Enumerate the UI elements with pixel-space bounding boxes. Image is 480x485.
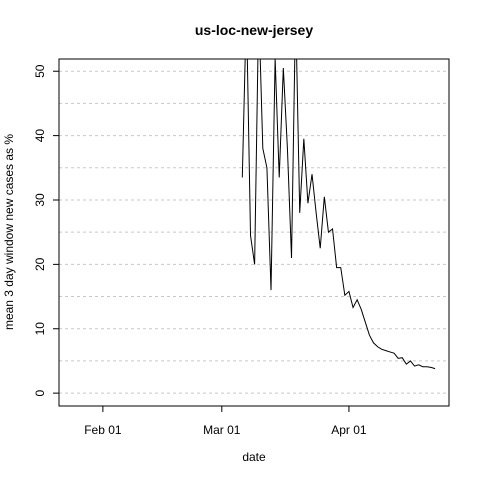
- y-tick-label: 10: [33, 322, 47, 336]
- plot-frame: [58, 58, 450, 407]
- y-tick-label: 40: [33, 129, 47, 143]
- x-tick-label: Mar 01: [203, 423, 241, 437]
- chart-title: us-loc-new-jersey: [195, 22, 313, 38]
- data-line: [241, 59, 436, 370]
- x-tick-label: Apr 01: [331, 423, 367, 437]
- y-tick-label: 20: [33, 257, 47, 271]
- y-tick-label: 30: [33, 193, 47, 207]
- x-axis-label: date: [242, 450, 266, 464]
- x-tick-label: Feb 01: [84, 423, 122, 437]
- y-axis-label: mean 3 day window new cases as %: [2, 134, 16, 330]
- plot-area: [241, 59, 436, 370]
- y-tick-label: 0: [33, 389, 47, 396]
- y-tick-label: 50: [33, 64, 47, 78]
